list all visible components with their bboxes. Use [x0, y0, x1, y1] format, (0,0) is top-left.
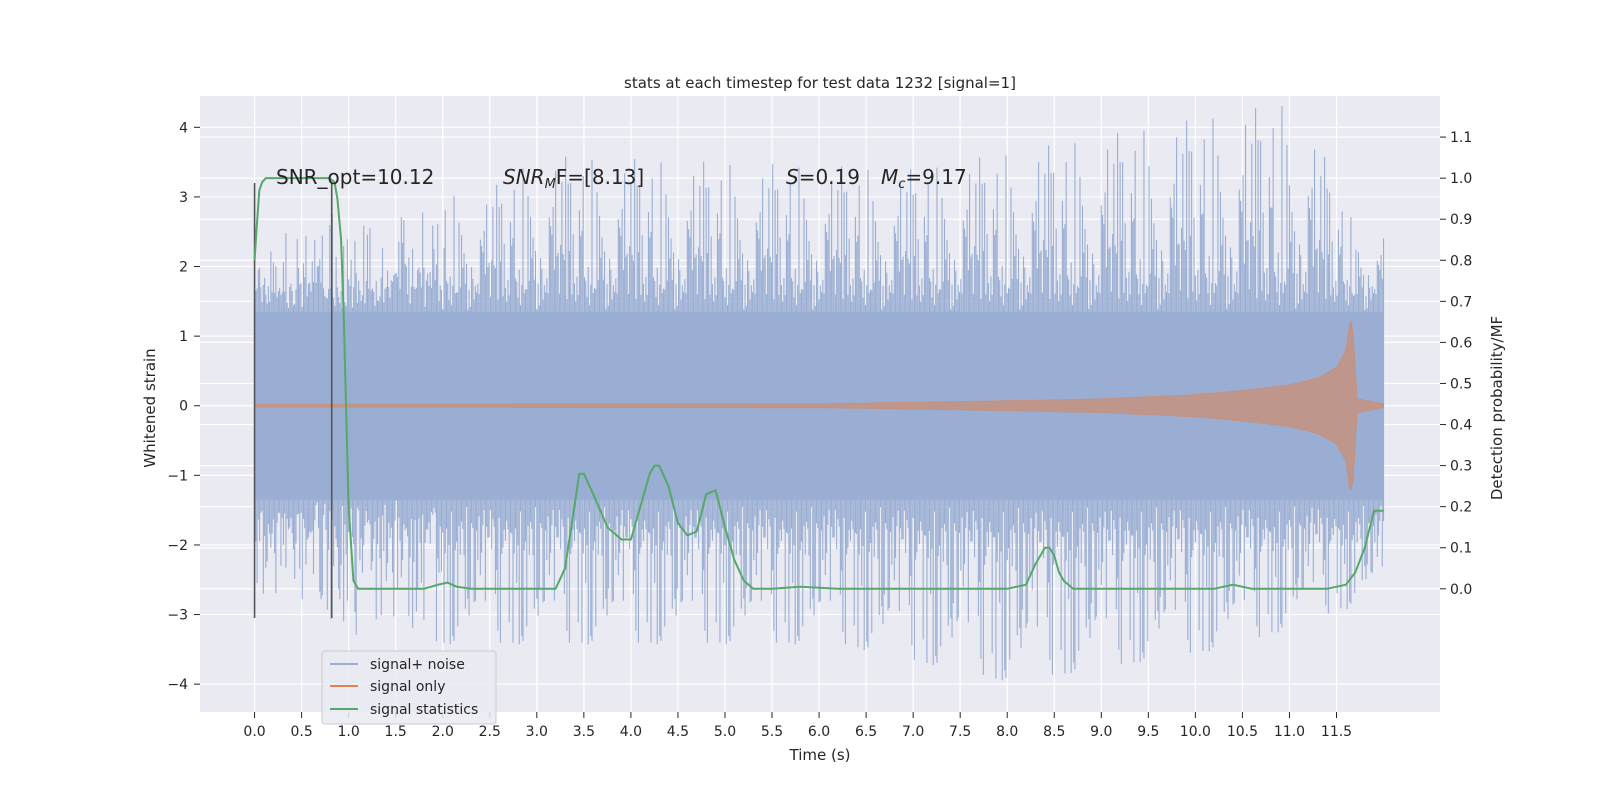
- x-tick-label: 3.5: [573, 724, 595, 740]
- s-value: =0.19: [799, 165, 860, 189]
- x-axis-label: Time (s): [789, 746, 851, 764]
- legend-label-signal-statistics: signal statistics: [370, 702, 478, 718]
- x-tick-label: 1.5: [385, 724, 407, 740]
- x-tick-label: 4.0: [620, 724, 642, 740]
- y-right-tick-label: 1.1: [1450, 130, 1472, 146]
- x-tick-label: 9.5: [1137, 724, 1159, 740]
- x-tick-label: 7.5: [949, 724, 971, 740]
- x-tick-label: 8.0: [996, 724, 1018, 740]
- x-tick-label: 1.0: [338, 724, 360, 740]
- legend-label-signal-noise: signal+ noise: [370, 657, 465, 673]
- annotation-mc: Mc=9.17: [881, 165, 967, 192]
- y-left-axis-label: Whitened strain: [141, 348, 159, 467]
- y-left-tick-label: 4: [179, 120, 188, 136]
- y-right-tick-label: 0.7: [1450, 294, 1472, 310]
- annotation-snr-mf: SNRMF=[8.13]: [503, 165, 644, 192]
- x-tick-label: 6.0: [808, 724, 830, 740]
- x-tick-label: 8.5: [1043, 724, 1065, 740]
- x-tick-label: 10.0: [1180, 724, 1211, 740]
- y-left-tick-label: 3: [179, 190, 188, 206]
- x-tick-label: 2.5: [479, 724, 501, 740]
- legend: signal+ noise signal only signal statist…: [321, 650, 497, 725]
- y-left-tick-label: 1: [179, 329, 188, 345]
- chart-title: stats at each timestep for test data 123…: [624, 74, 1016, 92]
- annotations: SNR_opt=10.12 SNRMF=[8.13] S=0.19 Mc=9.1…: [276, 165, 967, 192]
- y-right-tick-label: 0.3: [1450, 459, 1472, 475]
- x-tick-label: 4.5: [667, 724, 689, 740]
- snr-mf-name: SNR: [503, 165, 545, 189]
- y-right-tick-label: 1.0: [1450, 171, 1472, 187]
- x-tick-label: 2.0: [432, 724, 454, 740]
- series-signal-only: [254, 321, 1384, 490]
- y-left-tick-label: −1: [167, 468, 188, 484]
- y-right-tick-label: 0.8: [1450, 253, 1472, 269]
- x-tick-label: 9.0: [1090, 724, 1112, 740]
- y-right-axis-label: Detection probability/MF: [1488, 316, 1506, 500]
- y-left-tick-label: −2: [167, 538, 188, 554]
- y-right-tick-label: 0.2: [1450, 500, 1472, 516]
- legend-label-signal-only: signal only: [370, 679, 445, 695]
- x-tick-label: 3.0: [526, 724, 548, 740]
- y-right-tick-label: 0.0: [1450, 582, 1472, 598]
- y-left-tick-label: −4: [167, 677, 188, 693]
- y-right-tick-label: 0.9: [1450, 212, 1472, 228]
- y-right-tick-label: 0.1: [1450, 541, 1472, 557]
- x-tick-label: 11.0: [1274, 724, 1305, 740]
- y-left-axis-ticks: 4 3 2 1 0 −1 −2 −3 −4: [167, 120, 200, 693]
- x-tick-label: 0.0: [243, 724, 265, 740]
- plot-area: [200, 96, 1440, 712]
- x-tick-label: 7.0: [902, 724, 924, 740]
- y-right-axis-ticks: 1.1 1.0 0.9 0.8 0.7 0.6 0.5 0.4 0.3 0.2 0.1 0.0: [1440, 130, 1472, 598]
- y-left-tick-label: 2: [179, 260, 188, 276]
- x-tick-label: 0.5: [290, 724, 312, 740]
- series-signal-statistics: [253, 177, 1384, 590]
- snr-mf-subscript: M: [545, 177, 556, 192]
- annotation-s: S=0.19: [786, 165, 860, 189]
- mc-subscript: c: [898, 177, 905, 192]
- snr-mf-rest: F=[8.13]: [556, 165, 644, 189]
- y-left-tick-label: −3: [167, 608, 188, 624]
- x-tick-label: 6.5: [855, 724, 877, 740]
- y-right-tick-label: 0.6: [1450, 335, 1472, 351]
- x-tick-label: 5.0: [714, 724, 736, 740]
- s-name: S: [786, 165, 799, 189]
- y-right-tick-label: 0.5: [1450, 376, 1472, 392]
- y-right-tick-label: 0.4: [1450, 418, 1472, 434]
- x-tick-label: 5.5: [761, 724, 783, 740]
- annotation-snr-opt: SNR_opt=10.12: [276, 165, 434, 189]
- legend-box: [321, 650, 497, 725]
- mc-value: =9.17: [905, 165, 966, 189]
- x-axis-ticks: 0.0 0.5 1.0 1.5 2.0 2.5 3.0 3.5 4.0 4.5 5.0 5.5 6.0 6…: [243, 712, 1352, 740]
- x-tick-label: 10.5: [1227, 724, 1258, 740]
- mc-name: M: [881, 165, 898, 189]
- x-tick-label: 11.5: [1321, 724, 1352, 740]
- y-left-tick-label: 0: [179, 399, 188, 415]
